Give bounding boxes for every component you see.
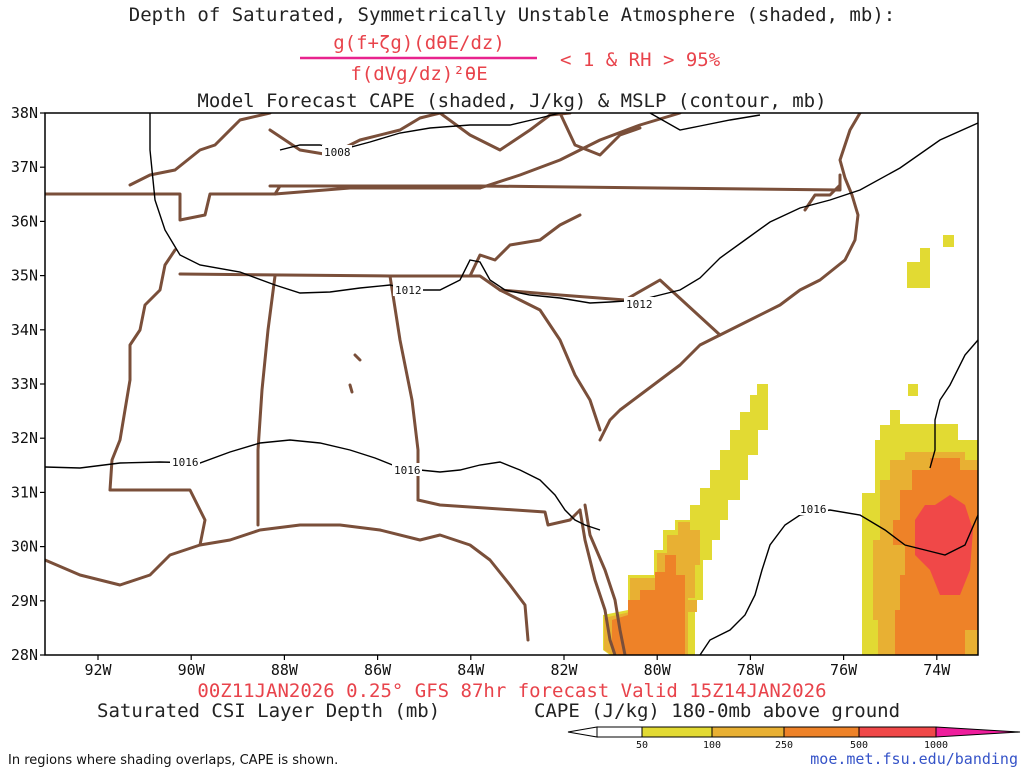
colorbar-tick: 500 (850, 740, 868, 751)
isobar-label: 1016 (800, 503, 827, 516)
run-info: 00Z11JAN2026 0.25° GFS 87hr forecast Val… (197, 680, 826, 702)
lat-label: 38N (11, 104, 38, 122)
title-formula-numerator: g(f+ζg)(dθE/dz) (333, 32, 505, 54)
lon-label: 74W (923, 661, 951, 679)
isobar-label: 1016 (394, 464, 421, 477)
isobar-label: 1012 (626, 298, 653, 311)
title-line-1: Depth of Saturated, Symmetrically Unstab… (129, 4, 895, 26)
lon-axis: 92W 90W 88W 86W 84W 82W 80W 78W 76W 74W (84, 655, 951, 679)
lat-label: 36N (11, 212, 38, 230)
lat-label: 28N (11, 646, 38, 664)
lat-label: 35N (11, 267, 38, 285)
colorbar: 50 100 250 500 1000 (567, 726, 1021, 751)
cape-shading-atlantic (862, 410, 978, 655)
title-formula-denominator: f(dVg/dz)²θE (350, 63, 487, 85)
colorbar-tick: 50 (636, 740, 648, 751)
isobar-label: 1008 (324, 146, 351, 159)
lon-label: 80W (644, 661, 672, 679)
colorbar-bin (858, 726, 937, 738)
colorbar-tick: 100 (703, 740, 721, 751)
lat-label: 32N (11, 429, 38, 447)
cape-cells-carolina (688, 235, 954, 612)
lat-label: 29N (11, 592, 38, 610)
lat-label: 37N (11, 158, 38, 176)
lon-label: 92W (84, 661, 112, 679)
title-formula-condition: < 1 & RH > 95% (560, 49, 721, 71)
lon-label: 76W (830, 661, 858, 679)
title-line-3: Model Forecast CAPE (shaded, J/kg) & MSL… (197, 90, 826, 112)
csi-legend-label: Saturated CSI Layer Depth (mb) (97, 700, 440, 722)
colorbar-left-arrow (567, 726, 598, 738)
lat-axis: 38N 37N 36N 35N 34N 33N 32N 31N 30N 29N 28N (11, 104, 45, 664)
colorbar-right-arrow (935, 726, 1021, 738)
map-panel: 1008 1012 1012 1016 1016 1016 (44, 112, 979, 656)
colorbar-bin (711, 726, 785, 738)
lat-label: 34N (11, 321, 38, 339)
lat-label: 30N (11, 538, 38, 556)
colorbar-tick: 1000 (924, 740, 948, 751)
colorbar-tick: 250 (775, 740, 793, 751)
source-link[interactable]: moe.met.fsu.edu/banding (810, 750, 1018, 768)
lat-label: 33N (11, 375, 38, 393)
lon-label: 90W (178, 661, 206, 679)
lon-label: 84W (457, 661, 485, 679)
isobar-label: 1012 (395, 284, 422, 297)
colorbar-bin (641, 726, 713, 738)
lon-label: 78W (737, 661, 765, 679)
lon-label: 88W (271, 661, 299, 679)
isobar-label: 1016 (172, 456, 199, 469)
cape-legend-label: CAPE (J/kg) 180-0mb above ground (534, 700, 900, 722)
overlap-note: In regions where shading overlaps, CAPE … (8, 753, 338, 768)
lon-label: 82W (550, 661, 578, 679)
isobar-labels: 1008 1012 1012 1016 1016 1016 (170, 145, 828, 516)
colorbar-bin (596, 726, 643, 738)
cape-shading-florida (603, 384, 768, 655)
colorbar-bin (783, 726, 860, 738)
lat-label: 31N (11, 483, 38, 501)
lon-label: 86W (364, 661, 392, 679)
